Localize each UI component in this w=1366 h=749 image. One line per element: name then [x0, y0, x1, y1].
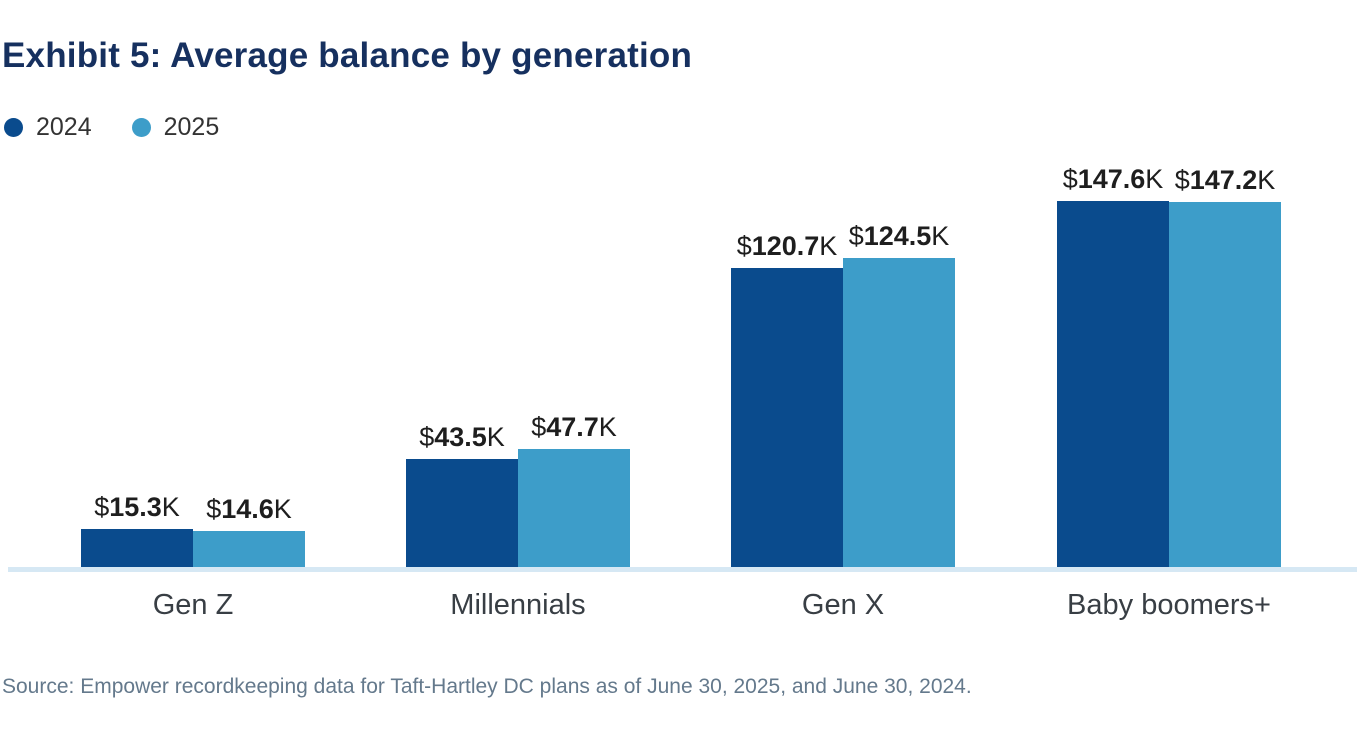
bar-2025-millennials: [518, 449, 630, 567]
bar-2024-gen-x: [731, 268, 843, 567]
value-label-2024-millennials: $43.5K: [419, 422, 505, 452]
bar-2025-gen-z: [193, 531, 305, 567]
legend-item-2024: 2024: [4, 113, 92, 142]
category-label-gen-z: Gen Z: [152, 589, 234, 621]
category-label-millennials: Millennials: [450, 589, 586, 621]
category-label-gen-x: Gen X: [801, 589, 885, 621]
value-label-2024-gen-z: $15.3K: [94, 492, 180, 522]
legend-swatch-2025-icon: [131, 118, 151, 137]
legend-swatch-2024-icon: [4, 118, 23, 137]
value-label-2024-gen-x: $120.7K: [736, 231, 838, 261]
bar-2024-gen-z: [81, 529, 193, 567]
bar-2024-baby-boomers-: [1057, 201, 1169, 567]
bar-2025-baby-boomers-: [1169, 202, 1281, 567]
legend-item-2025: 2025: [131, 113, 220, 142]
legend-label-2025: 2025: [163, 113, 220, 141]
value-label-2025-gen-x: $124.5K: [848, 221, 950, 251]
chart-title: Exhibit 5: Average balance by generation: [2, 36, 693, 75]
legend-label-2024: 2024: [36, 113, 92, 141]
legend: 2024 2025: [4, 113, 219, 142]
value-label-2024-baby-boomers-: $147.6K: [1062, 164, 1164, 194]
bar-2025-gen-x: [843, 258, 955, 567]
value-label-2025-baby-boomers-: $147.2K: [1174, 165, 1276, 195]
x-axis-baseline: [8, 567, 1357, 572]
value-label-2025-millennials: $47.7K: [531, 412, 617, 442]
value-label-2025-gen-z: $14.6K: [206, 494, 292, 524]
category-label-baby-boomers-: Baby boomers+: [1067, 589, 1271, 621]
source-note: Source: Empower recordkeeping data for T…: [2, 675, 972, 698]
bar-2024-millennials: [406, 459, 518, 567]
